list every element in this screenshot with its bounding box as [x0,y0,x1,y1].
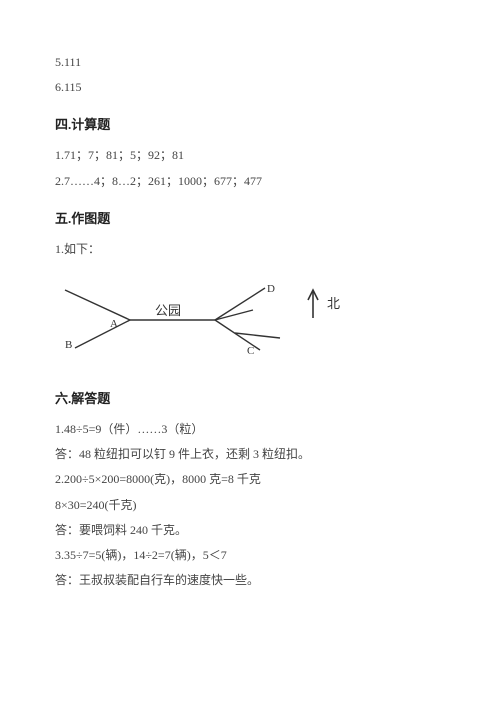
answer-line-6: 6.115 [55,75,445,100]
line-to-d [215,288,265,320]
park-diagram: A B C D 公园 北 [55,270,355,370]
q3-line-b: 答：王叔叔装配自行车的速度快一些。 [55,568,445,593]
label-park: 公园 [155,303,181,318]
q1-line-b: 答：48 粒纽扣可以钉 9 件上衣，还剩 3 粒纽扣。 [55,442,445,467]
label-b: B [65,339,72,351]
label-d: D [267,283,275,295]
q2-line-a: 2.200÷5×200=8000(克)，8000 克=8 千克 [55,467,445,492]
section-heading-6: 六.解答题 [55,388,445,407]
q1-line-a: 1.48÷5=9（件）……3（粒） [55,417,445,442]
label-c: C [247,345,254,357]
line-top-left [65,290,130,320]
section-heading-4: 四.计算题 [55,114,445,133]
q2-line-b: 8×30=240(千克) [55,493,445,518]
answer-line-5: 5.111 [55,50,445,75]
q2-line-c: 答：要喂饲料 240 千克。 [55,518,445,543]
line-bottom-left [75,320,130,348]
calc-line-1: 1.71；7；81；5；92；81 [55,143,445,168]
calc-line-2: 2.7……4；8…2；261；1000；677；477 [55,169,445,194]
diagram-container: A B C D 公园 北 [55,270,445,370]
line-mid-right [215,310,253,320]
drawing-intro: 1.如下： [55,237,445,262]
label-a: A [110,318,118,330]
label-north: 北 [327,296,340,311]
section-heading-5: 五.作图题 [55,208,445,227]
q3-line-a: 3.35÷7=5(辆)，14÷2=7(辆)，5＜7 [55,543,445,568]
